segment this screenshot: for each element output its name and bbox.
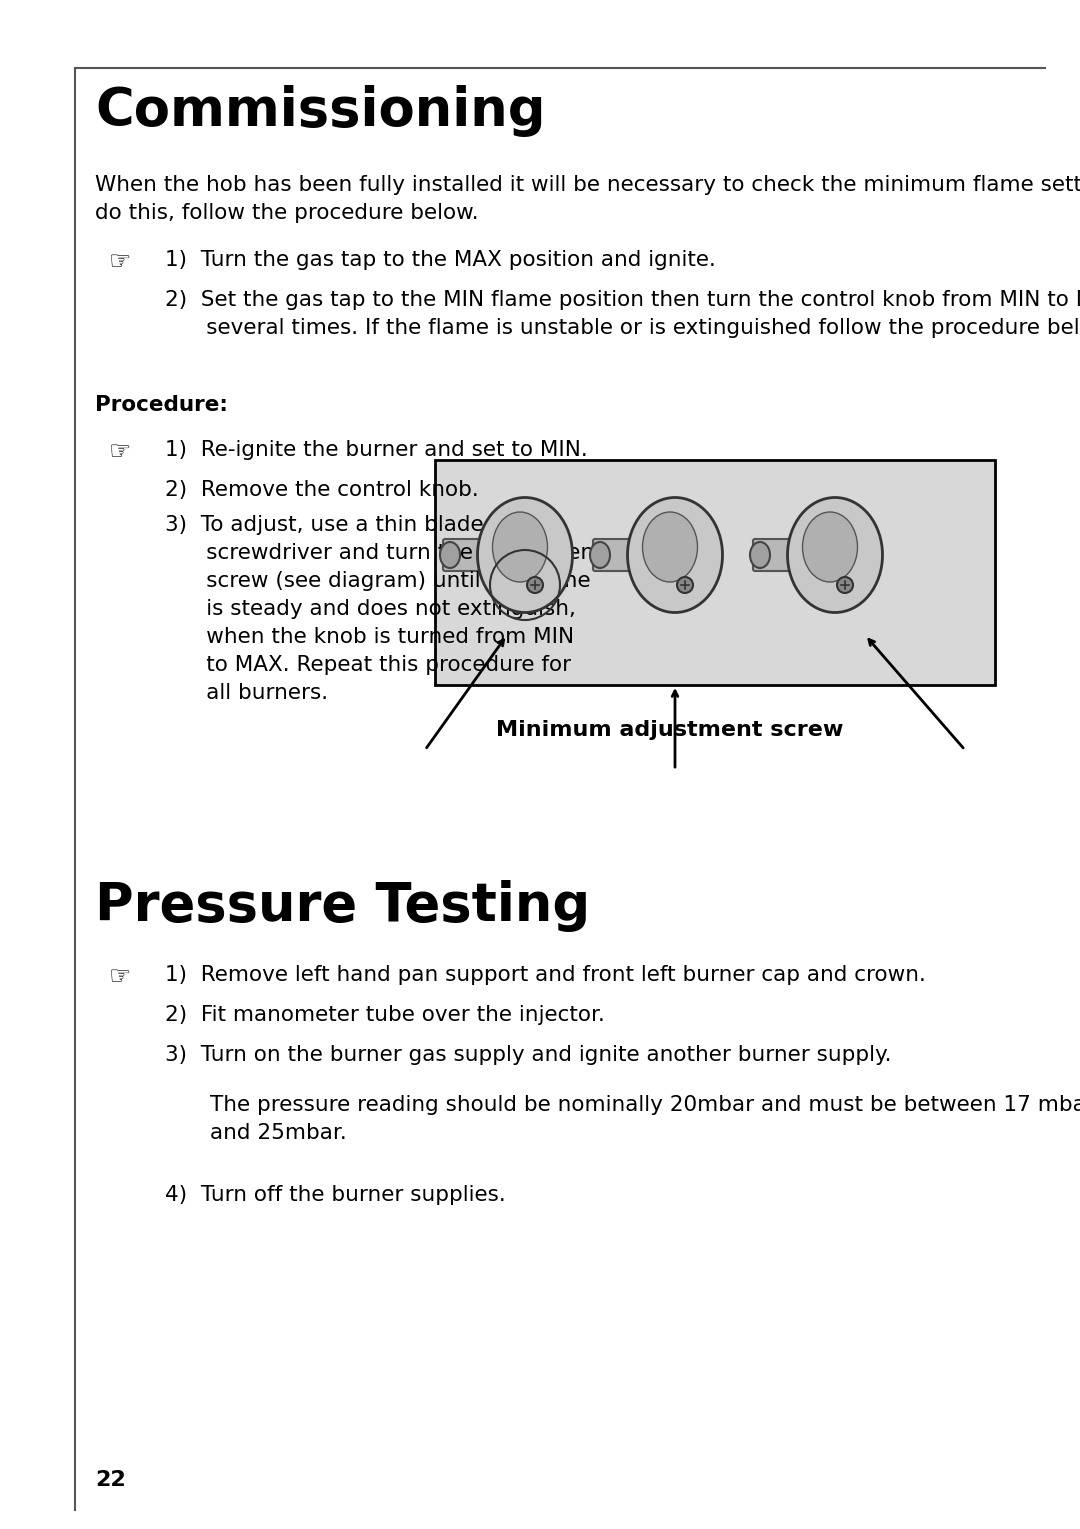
Ellipse shape: [590, 541, 610, 567]
Text: 4)  Turn off the burner supplies.: 4) Turn off the burner supplies.: [165, 1185, 505, 1205]
Text: ☞: ☞: [109, 440, 131, 463]
Text: 22: 22: [95, 1469, 125, 1489]
Text: Minimum adjustment screw: Minimum adjustment screw: [497, 720, 843, 740]
Text: 3)  To adjust, use a thin bladed
      screwdriver and turn the adjustment
     : 3) To adjust, use a thin bladed screwdri…: [165, 515, 603, 703]
Text: 1)  Re-ignite the burner and set to MIN.: 1) Re-ignite the burner and set to MIN.: [165, 440, 588, 460]
Text: 2)  Remove the control knob.: 2) Remove the control knob.: [165, 480, 478, 500]
Text: 1)  Remove left hand pan support and front left burner cap and crown.: 1) Remove left hand pan support and fron…: [165, 965, 926, 985]
Ellipse shape: [802, 512, 858, 583]
FancyBboxPatch shape: [593, 540, 681, 570]
Ellipse shape: [837, 576, 853, 593]
Text: 1)  Turn the gas tap to the MAX position and ignite.: 1) Turn the gas tap to the MAX position …: [165, 251, 716, 271]
Ellipse shape: [677, 576, 693, 593]
Text: Pressure Testing: Pressure Testing: [95, 881, 590, 933]
FancyBboxPatch shape: [753, 540, 842, 570]
Text: The pressure reading should be nominally 20mbar and must be between 17 mbar
and : The pressure reading should be nominally…: [210, 1095, 1080, 1144]
Text: ☞: ☞: [109, 965, 131, 989]
Ellipse shape: [750, 541, 770, 567]
Text: ☞: ☞: [109, 251, 131, 274]
Ellipse shape: [787, 497, 882, 613]
Ellipse shape: [527, 576, 543, 593]
Text: 2)  Set the gas tap to the MIN flame position then turn the control knob from MI: 2) Set the gas tap to the MIN flame posi…: [165, 291, 1080, 338]
Ellipse shape: [492, 512, 548, 583]
Ellipse shape: [477, 497, 572, 613]
Ellipse shape: [440, 541, 460, 567]
Text: Commissioning: Commissioning: [95, 86, 545, 138]
Text: 2)  Fit manometer tube over the injector.: 2) Fit manometer tube over the injector.: [165, 1005, 605, 1024]
Bar: [435, 460, 995, 685]
FancyBboxPatch shape: [443, 540, 532, 570]
Ellipse shape: [627, 497, 723, 613]
Ellipse shape: [643, 512, 698, 583]
Text: 3)  Turn on the burner gas supply and ignite another burner supply.: 3) Turn on the burner gas supply and ign…: [165, 1044, 891, 1066]
Text: When the hob has been fully installed it will be necessary to check the minimum : When the hob has been fully installed it…: [95, 174, 1080, 223]
Text: Procedure:: Procedure:: [95, 394, 228, 414]
